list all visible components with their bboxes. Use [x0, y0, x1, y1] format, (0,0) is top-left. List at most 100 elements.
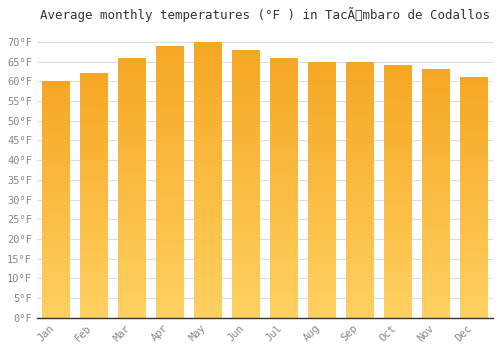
Bar	[422, 313, 450, 315]
Bar	[384, 204, 412, 207]
Bar	[422, 261, 450, 263]
Bar	[156, 62, 184, 65]
Bar	[346, 259, 374, 261]
Bar	[232, 267, 260, 270]
Bar	[156, 231, 184, 233]
Bar	[42, 84, 70, 86]
Bar	[80, 186, 108, 188]
Bar	[232, 63, 260, 66]
Bar	[232, 315, 260, 318]
Bar	[346, 305, 374, 308]
Bar	[460, 108, 488, 111]
Bar	[270, 211, 298, 214]
Bar	[156, 108, 184, 111]
Bar	[384, 207, 412, 209]
Bar	[156, 236, 184, 239]
Bar	[118, 237, 146, 240]
Bar	[308, 256, 336, 259]
Bar	[42, 88, 70, 91]
Bar	[42, 121, 70, 124]
Bar	[460, 89, 488, 92]
Bar	[42, 252, 70, 254]
Bar	[346, 200, 374, 203]
Bar	[460, 123, 488, 125]
Bar	[346, 184, 374, 187]
Bar	[42, 162, 70, 164]
Bar	[118, 294, 146, 297]
Bar	[270, 219, 298, 222]
Bar	[156, 255, 184, 258]
Bar	[346, 244, 374, 246]
Bar	[384, 315, 412, 318]
Bar	[118, 242, 146, 245]
Bar	[156, 313, 184, 315]
Bar	[194, 301, 222, 304]
Bar	[384, 247, 412, 250]
Bar	[118, 193, 146, 196]
Bar	[460, 270, 488, 272]
Bar	[460, 200, 488, 202]
Bar	[270, 97, 298, 99]
Bar	[194, 58, 222, 61]
Bar	[42, 103, 70, 105]
Bar	[384, 182, 412, 184]
Bar	[42, 181, 70, 183]
Bar	[80, 193, 108, 196]
Bar	[308, 197, 336, 200]
Bar	[308, 136, 336, 139]
Bar	[80, 115, 108, 117]
Bar	[232, 98, 260, 101]
Bar	[460, 138, 488, 140]
Bar	[460, 176, 488, 178]
Bar	[308, 302, 336, 305]
Bar	[346, 195, 374, 197]
Bar	[270, 151, 298, 154]
Bar	[308, 205, 336, 208]
Bar	[194, 285, 222, 287]
Bar	[422, 278, 450, 281]
Bar	[346, 136, 374, 139]
Bar	[194, 232, 222, 235]
Bar	[384, 252, 412, 255]
Bar	[42, 114, 70, 117]
Bar	[346, 274, 374, 277]
Bar	[42, 261, 70, 264]
Bar	[460, 142, 488, 145]
Bar	[384, 192, 412, 194]
Bar	[422, 107, 450, 109]
Bar	[42, 133, 70, 136]
Bar	[308, 308, 336, 310]
Bar	[156, 171, 184, 174]
Bar	[118, 209, 146, 211]
Bar	[118, 115, 146, 118]
Bar	[460, 219, 488, 222]
Bar	[156, 54, 184, 57]
Bar	[194, 103, 222, 105]
Bar	[422, 72, 450, 75]
Bar	[156, 241, 184, 244]
Bar	[308, 225, 336, 228]
Bar	[118, 112, 146, 115]
Bar	[270, 141, 298, 144]
Bar	[42, 150, 70, 152]
Bar	[232, 280, 260, 283]
Bar	[384, 88, 412, 91]
Bar	[270, 89, 298, 91]
Bar	[80, 164, 108, 166]
Bar	[346, 264, 374, 267]
Bar	[308, 169, 336, 172]
Bar	[118, 76, 146, 78]
Bar	[384, 305, 412, 308]
Bar	[422, 149, 450, 152]
Bar	[232, 291, 260, 294]
Bar	[156, 141, 184, 144]
Bar	[460, 104, 488, 106]
Bar	[232, 69, 260, 71]
Bar	[422, 114, 450, 117]
Bar	[232, 176, 260, 178]
Bar	[118, 81, 146, 84]
Bar	[232, 106, 260, 109]
Bar	[384, 139, 412, 141]
Bar	[460, 193, 488, 195]
Bar	[80, 218, 108, 220]
